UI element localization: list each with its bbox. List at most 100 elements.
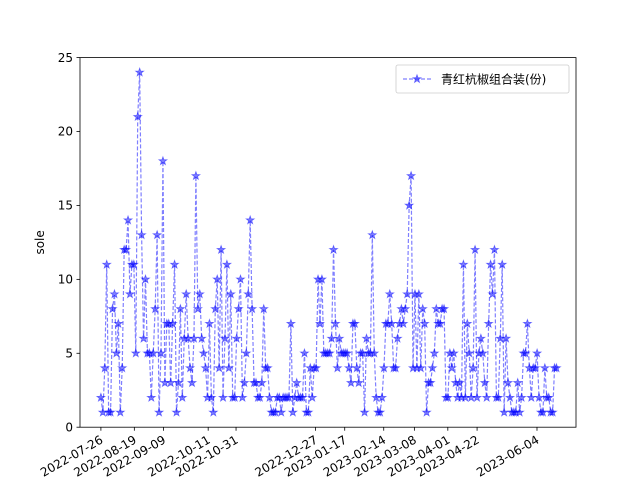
data-point-star: [448, 347, 459, 358]
data-point-star: [442, 392, 454, 403]
legend-star-marker: [411, 73, 423, 84]
data-point-star: [367, 229, 378, 240]
data-point-star: [498, 407, 510, 417]
data-point-star: [111, 347, 122, 358]
data-point-star: [157, 155, 169, 166]
data-point-star: [299, 347, 310, 358]
legend-label: 青红杭椒组合装(份): [441, 72, 546, 87]
data-point-star: [514, 407, 525, 417]
data-point-star: [237, 392, 248, 403]
y-tick-label: 20: [58, 125, 73, 139]
data-point-star: [198, 347, 209, 358]
data-point-star: [171, 407, 182, 417]
data-point-star: [188, 333, 200, 343]
data-point-star: [471, 392, 483, 403]
data-point-star: [483, 318, 494, 329]
data-point-star: [326, 333, 337, 343]
data-point-star: [153, 407, 165, 417]
data-point-star: [361, 333, 372, 343]
y-axis-label: sole: [33, 230, 47, 254]
plot-frame: [79, 57, 577, 428]
data-point-star: [427, 362, 438, 373]
data-point-star: [200, 362, 211, 373]
data-point-star: [400, 303, 411, 314]
data-point-star: [181, 288, 192, 299]
data-point-star: [254, 392, 266, 403]
data-point-star: [107, 303, 118, 314]
data-point-star: [225, 288, 236, 299]
data-point-star: [543, 392, 554, 403]
x-tick-label: 2023-06-04: [474, 433, 541, 480]
data-point-star: [210, 303, 221, 314]
data-point-star: [264, 392, 275, 403]
data-point-star: [204, 318, 215, 329]
data-point-star: [130, 347, 141, 358]
data-point-star: [429, 347, 440, 358]
data-point-star: [345, 377, 357, 388]
data-point-star: [477, 347, 488, 358]
y-tick-label: 0: [65, 420, 73, 434]
data-point-star: [378, 362, 390, 373]
data-point-star: [539, 362, 551, 373]
data-point-star: [369, 347, 380, 358]
data-point-star: [398, 318, 409, 329]
data-point-star: [359, 406, 370, 417]
data-point-star: [481, 392, 492, 403]
data-point-star: [258, 303, 269, 314]
data-point-star: [504, 392, 516, 403]
data-point-star: [99, 362, 110, 373]
data-point-star: [212, 273, 223, 284]
y-tick-label: 15: [58, 199, 73, 213]
series-layer: [95, 66, 562, 417]
data-point-star: [493, 392, 504, 403]
data-point-star: [113, 318, 124, 329]
data-point-star: [332, 362, 343, 373]
data-point-star: [438, 303, 450, 314]
data-point-star: [167, 318, 178, 329]
data-point-star: [547, 406, 558, 417]
data-point-star: [155, 347, 167, 358]
data-point-star: [124, 288, 136, 299]
data-point-star: [334, 333, 345, 343]
data-point-star: [196, 333, 207, 343]
data-point-star: [349, 318, 361, 329]
data-point-star: [404, 200, 415, 210]
data-point-star: [328, 244, 339, 255]
data-point-star: [245, 214, 256, 225]
data-point-star: [479, 377, 490, 388]
data-point-star: [386, 318, 397, 329]
data-point-star: [497, 259, 508, 269]
data-point-star: [165, 377, 176, 388]
data-point-star: [324, 347, 335, 358]
data-point-star: [215, 244, 227, 255]
data-point-star: [120, 244, 132, 255]
data-point-star: [175, 303, 186, 314]
data-point-star: [148, 347, 159, 358]
data-point-star: [516, 392, 527, 403]
data-point-star: [341, 347, 353, 358]
data-point-star: [530, 362, 541, 373]
series-line: [100, 72, 557, 414]
data-point-star: [206, 392, 217, 403]
data-point-star: [192, 303, 203, 314]
data-point-star: [117, 362, 128, 373]
data-point-star: [169, 259, 180, 269]
data-point-star: [208, 406, 219, 417]
data-point-star: [217, 392, 229, 403]
data-point-star: [134, 66, 145, 77]
data-point-star: [190, 170, 202, 181]
data-point-star: [173, 377, 184, 388]
data-point-star: [353, 377, 364, 388]
data-point-star: [487, 288, 498, 299]
data-point-star: [446, 362, 457, 373]
y-axis: 0 5 10 15 20 25: [58, 51, 80, 434]
data-point-star: [402, 288, 413, 299]
data-point-star: [531, 347, 543, 358]
data-point-star: [140, 273, 151, 284]
data-point-star: [231, 333, 242, 343]
data-point-star: [351, 362, 362, 373]
data-point-star: [533, 392, 545, 403]
data-point-star: [485, 259, 496, 269]
data-point-star: [105, 407, 116, 417]
